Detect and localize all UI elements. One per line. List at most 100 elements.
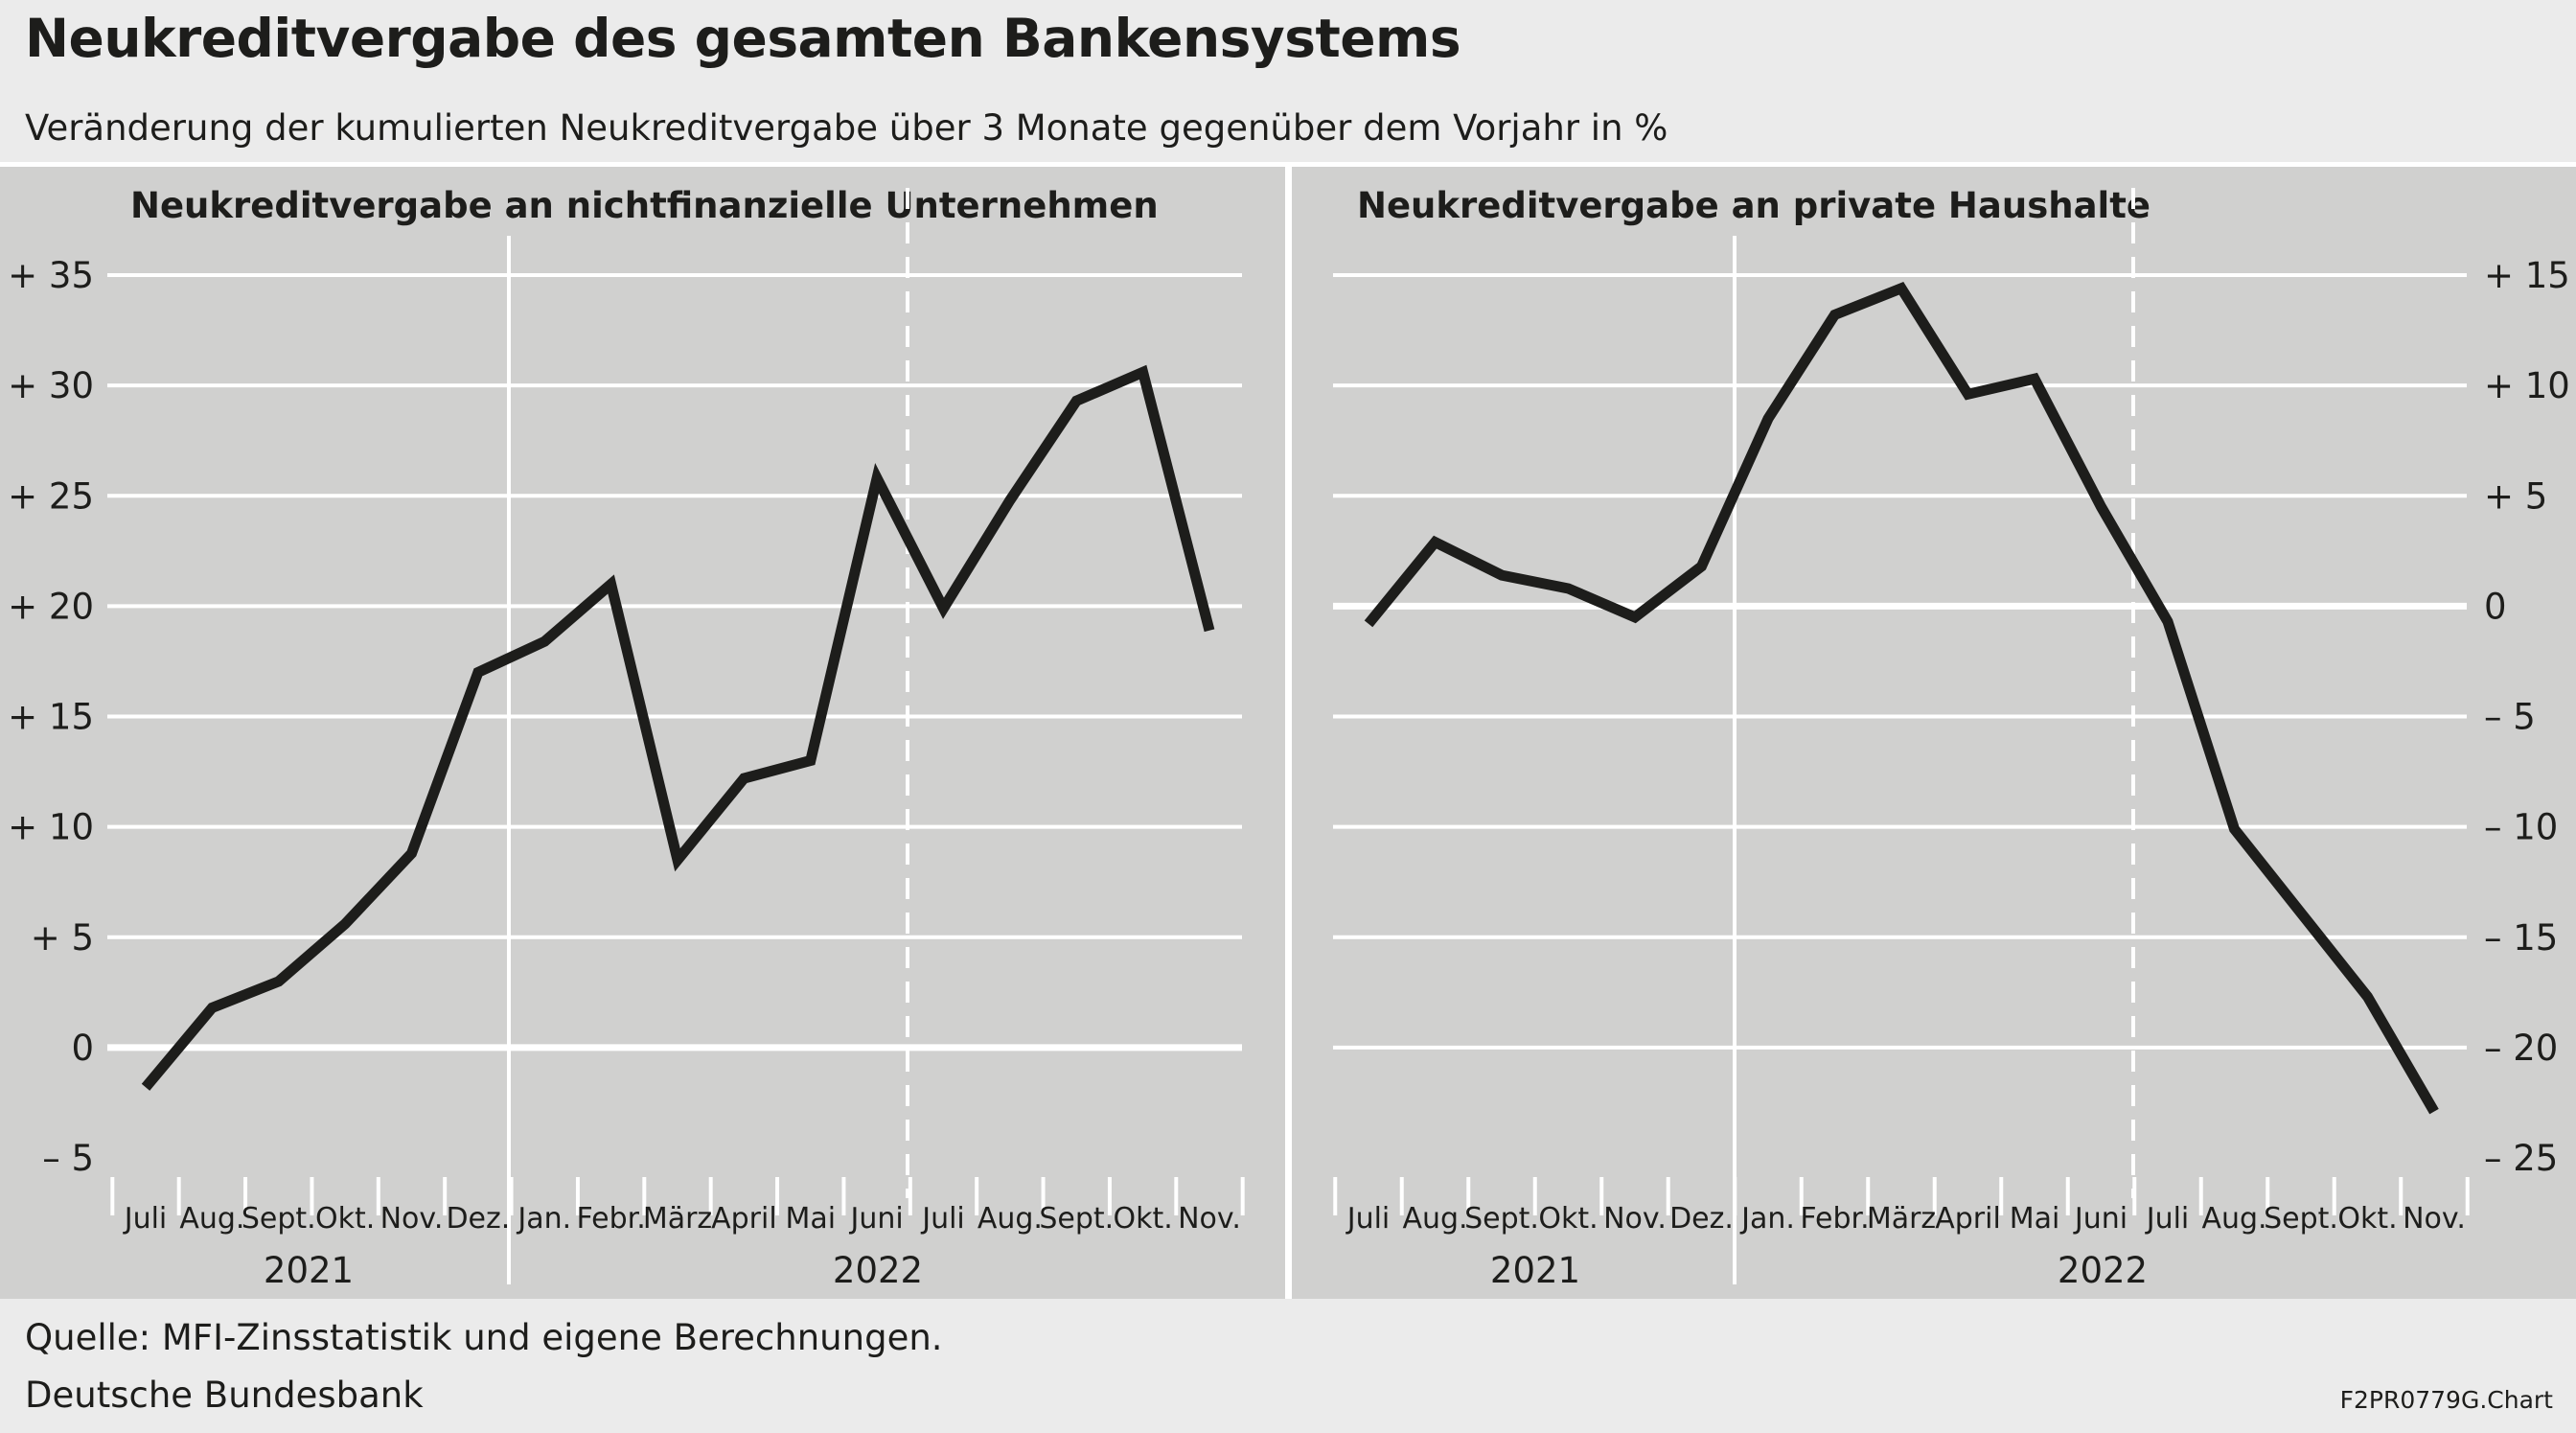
- y-tick-label: – 5: [42, 1138, 94, 1179]
- y-tick-label: 0: [71, 1028, 94, 1069]
- page-title: Neukreditvergabe des gesamten Bankensyst…: [25, 8, 1461, 69]
- data-point: [1566, 586, 1572, 591]
- data-point: [1898, 286, 1904, 291]
- x-tick-label: Sept.: [242, 1202, 316, 1236]
- y-tick-label: – 15: [2484, 917, 2558, 959]
- data-point: [475, 669, 481, 675]
- x-tick-label: Dez.: [1669, 1202, 1734, 1236]
- y-tick-label: + 25: [8, 475, 94, 517]
- x-tick-label: April: [1935, 1202, 2001, 1236]
- y-tick-label: + 20: [8, 586, 94, 627]
- chart-code: F2PR0779G.Chart: [2339, 1386, 2553, 1414]
- x-tick-label: Aug.: [1402, 1202, 1467, 1236]
- x-tick-label: Juli: [2145, 1202, 2190, 1236]
- data-point: [2232, 826, 2238, 832]
- x-tick-label: Aug.: [179, 1202, 244, 1236]
- x-tick-label: Jan.: [516, 1202, 571, 1236]
- x-tick-label: Dez.: [446, 1202, 510, 1236]
- data-point: [1007, 497, 1013, 503]
- year-label: 2022: [833, 1250, 923, 1291]
- y-tick-label: + 30: [8, 365, 94, 406]
- data-point: [1207, 628, 1212, 634]
- data-point: [1632, 614, 1638, 620]
- x-tick-label: Nov.: [1178, 1202, 1241, 1236]
- y-tick-label: + 5: [2484, 475, 2547, 517]
- x-tick-label: März: [643, 1202, 712, 1236]
- data-point: [1765, 416, 1771, 422]
- x-tick-label: Okt.: [2337, 1202, 2397, 1236]
- x-tick-label: Okt.: [315, 1202, 375, 1236]
- x-tick-label: Juni: [2073, 1202, 2128, 1236]
- data-point: [1433, 540, 1438, 545]
- chart-title-households: Neukreditvergabe an private Haushalte: [1357, 185, 2150, 226]
- data-point: [2032, 376, 2037, 381]
- data-point: [2431, 1109, 2437, 1115]
- x-tick-label: Aug.: [978, 1202, 1043, 1236]
- data-point: [1832, 312, 1838, 317]
- data-point: [941, 606, 947, 612]
- y-tick-label: – 20: [2484, 1028, 2558, 1069]
- x-tick-label: Sept.: [2264, 1202, 2338, 1236]
- data-point: [2365, 994, 2371, 1000]
- y-tick-label: – 5: [2484, 697, 2536, 738]
- x-tick-label: Mai: [785, 1202, 836, 1236]
- chart-panel-companies: Neukreditvergabe an nichtfinanzielle Unt…: [8, 185, 1245, 1291]
- x-tick-label: Febr.: [1800, 1202, 1869, 1236]
- data-point: [2298, 910, 2304, 915]
- data-point: [209, 1005, 215, 1010]
- data-point: [741, 775, 747, 781]
- x-tick-label: Okt.: [1113, 1202, 1172, 1236]
- data-point: [874, 475, 880, 481]
- x-tick-label: Febr.: [577, 1202, 646, 1236]
- x-tick-label: Nov.: [1603, 1202, 1667, 1236]
- y-tick-label: – 25: [2484, 1138, 2558, 1179]
- series-line: [141, 364, 1215, 1091]
- page-subtitle: Veränderung der kumulierten Neukreditver…: [25, 107, 1668, 149]
- year-label: 2021: [1490, 1250, 1580, 1291]
- series-line: [1364, 282, 2439, 1115]
- x-tick-label: Mai: [2010, 1202, 2060, 1236]
- y-tick-label: + 10: [8, 807, 94, 848]
- data-point: [143, 1084, 149, 1090]
- data-point: [409, 850, 415, 856]
- y-tick-label: + 35: [8, 255, 94, 296]
- x-tick-label: Aug.: [2201, 1202, 2266, 1236]
- y-tick-label: – 10: [2484, 807, 2558, 848]
- data-point: [1073, 398, 1079, 404]
- y-tick-label: + 15: [2484, 255, 2570, 296]
- chart-title-companies: Neukreditvergabe an nichtfinanzielle Unt…: [130, 185, 1159, 226]
- data-point: [2165, 618, 2171, 624]
- source-note: Quelle: MFI-Zinsstatistik und eigene Ber…: [25, 1317, 943, 1358]
- data-point: [1366, 621, 1371, 627]
- x-tick-label: Juli: [123, 1202, 168, 1236]
- x-tick-label: Sept.: [1464, 1202, 1539, 1236]
- x-tick-label: Okt.: [1538, 1202, 1598, 1236]
- header-rule: [0, 162, 2576, 167]
- data-point: [1966, 391, 1971, 397]
- x-tick-label: Juli: [1346, 1202, 1391, 1236]
- y-tick-label: + 10: [2484, 365, 2570, 406]
- data-point: [808, 758, 814, 764]
- data-point: [1140, 369, 1146, 375]
- x-tick-label: März: [1867, 1202, 1936, 1236]
- y-tick-label: + 15: [8, 697, 94, 738]
- y-tick-label: 0: [2484, 586, 2507, 627]
- x-tick-label: Juli: [920, 1202, 965, 1236]
- x-tick-label: April: [711, 1202, 777, 1236]
- data-point: [2099, 504, 2104, 510]
- year-label: 2021: [264, 1250, 354, 1291]
- x-tick-label: Nov.: [380, 1202, 444, 1236]
- data-point: [342, 921, 348, 927]
- data-point: [1699, 564, 1705, 569]
- x-tick-label: Juni: [849, 1202, 904, 1236]
- x-tick-label: Nov.: [2403, 1202, 2466, 1236]
- data-point: [541, 638, 547, 644]
- chart-panel-households: Neukreditvergabe an private Haushalte – …: [1333, 185, 2570, 1291]
- right-panel-background: [1292, 167, 2576, 1299]
- data-point: [1499, 572, 1505, 578]
- publisher-name: Deutsche Bundesbank: [25, 1375, 424, 1416]
- data-point: [609, 581, 614, 587]
- year-label: 2022: [2058, 1250, 2148, 1291]
